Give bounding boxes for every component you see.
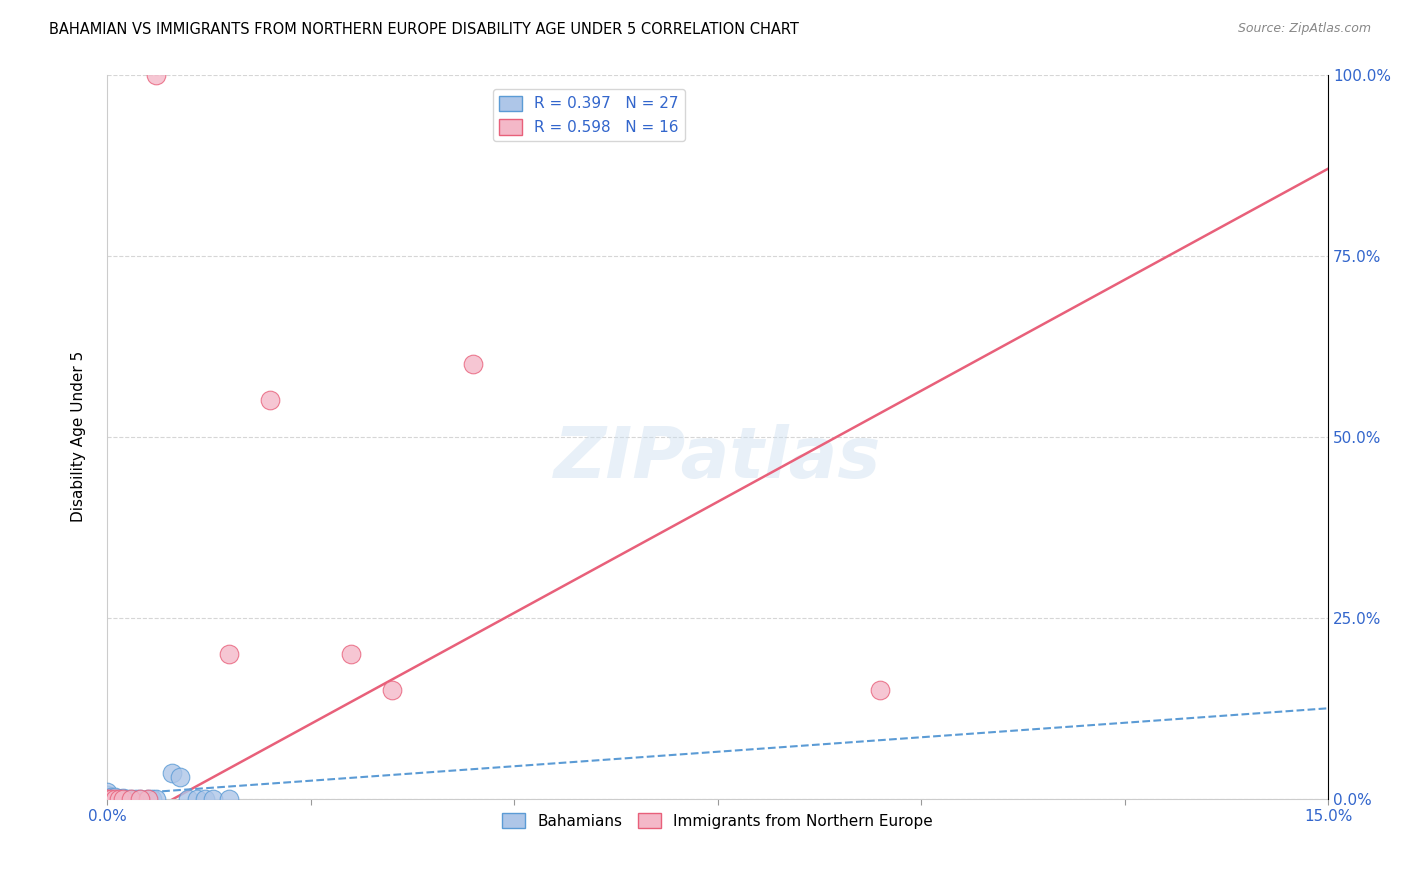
Point (100, 792, 122, 806)
Point (218, 792, 240, 806)
Point (194, 792, 217, 806)
Point (108, 792, 131, 806)
Point (869, 683, 891, 698)
Point (136, 792, 159, 806)
Point (112, 791, 135, 805)
Point (145, 68, 167, 82)
Point (177, 792, 200, 806)
Point (136, 792, 159, 806)
Point (169, 770, 191, 784)
Point (463, 357, 485, 371)
Point (128, 792, 150, 806)
Text: BAHAMIAN VS IMMIGRANTS FROM NORTHERN EUROPE DISABILITY AGE UNDER 5 CORRELATION C: BAHAMIAN VS IMMIGRANTS FROM NORTHERN EUR… (49, 22, 799, 37)
Point (96, 792, 118, 806)
Point (141, 792, 163, 806)
Legend: Bahamians, Immigrants from Northern Europe: Bahamians, Immigrants from Northern Euro… (496, 806, 939, 835)
Point (96, 792, 118, 806)
Point (104, 792, 127, 806)
Point (160, 766, 183, 780)
Y-axis label: Disability Age Under 5: Disability Age Under 5 (72, 351, 86, 523)
Point (145, 792, 167, 806)
Point (104, 790, 127, 805)
Point (96, 792, 118, 806)
Point (381, 683, 404, 698)
Point (96, 784, 118, 798)
Point (96, 792, 118, 806)
Point (259, 393, 281, 408)
Point (121, 792, 143, 806)
Point (218, 647, 240, 661)
Point (201, 792, 224, 806)
Point (104, 792, 127, 806)
Text: Source: ZipAtlas.com: Source: ZipAtlas.com (1237, 22, 1371, 36)
Point (112, 792, 135, 806)
Text: ZIPatlas: ZIPatlas (554, 424, 882, 493)
Point (117, 792, 139, 806)
Point (121, 792, 143, 806)
Point (108, 792, 131, 806)
Point (100, 792, 122, 806)
Point (100, 789, 122, 804)
Point (108, 792, 131, 806)
Point (128, 792, 150, 806)
Point (112, 792, 135, 806)
Point (124, 792, 146, 806)
Point (96, 788, 118, 802)
Point (340, 647, 363, 661)
Point (186, 792, 208, 806)
Point (96, 792, 118, 806)
